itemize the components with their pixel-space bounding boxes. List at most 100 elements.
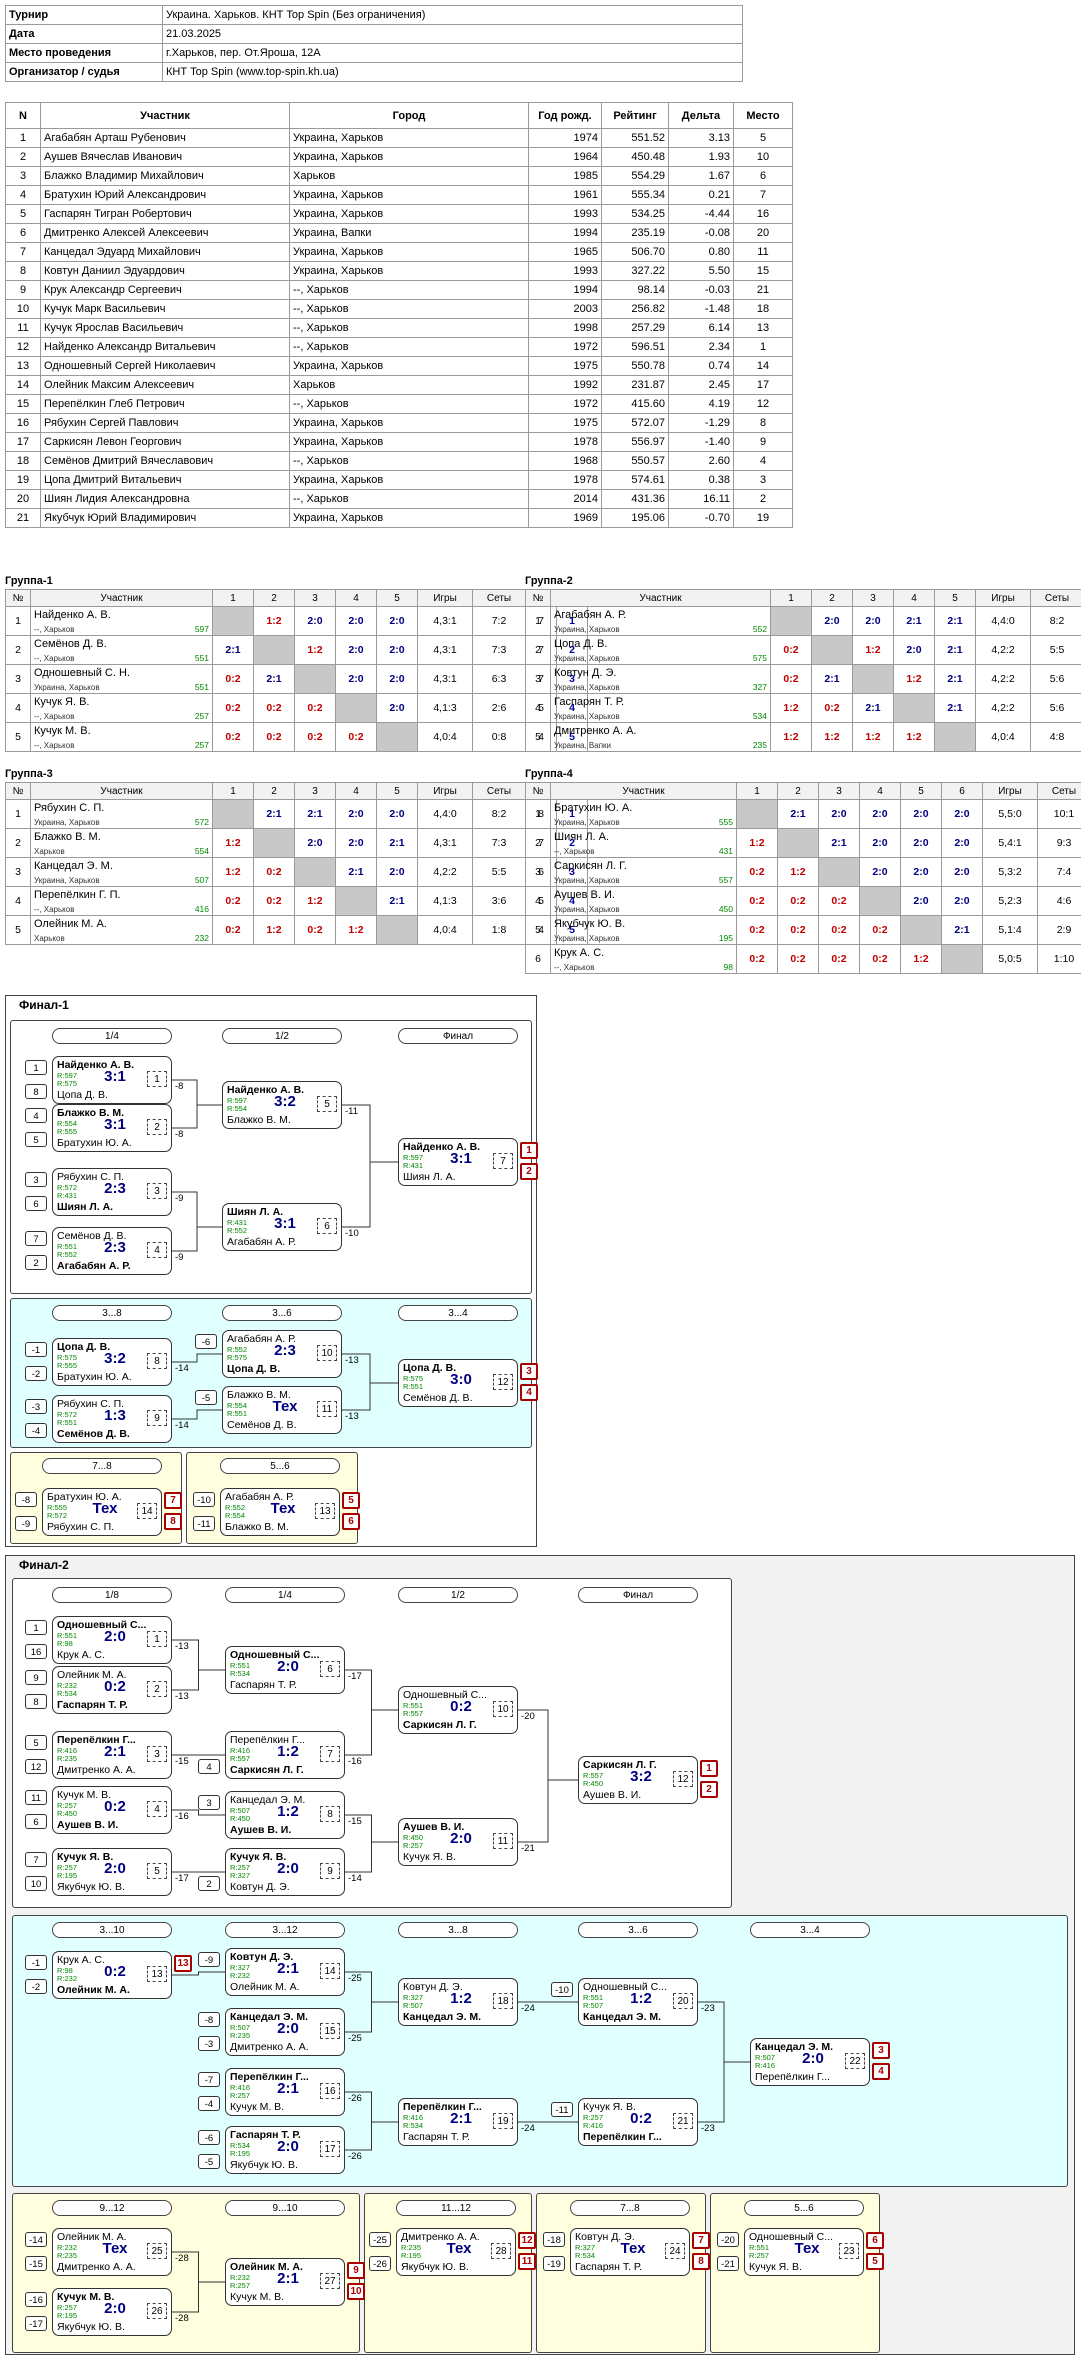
participant-cell: 7	[5, 242, 41, 262]
rating-two: R:450	[230, 1814, 251, 1823]
group-column-header: 1	[736, 782, 778, 800]
participant-cell: Харьков	[289, 166, 529, 186]
player-one: Кучук М. В.	[57, 1789, 112, 1801]
rating-one: R:552	[225, 1503, 246, 1512]
player-two: Олейник М. А.	[230, 1981, 300, 1993]
info-row: Организатор / судья КНТ Top Spin (www.top…	[5, 62, 743, 82]
player-one: Перепёлкин Г...	[57, 1734, 136, 1746]
loser-goes-to: -8	[175, 1129, 184, 1140]
group-column-header: Сеты	[1030, 589, 1081, 607]
group-column-header: Игры	[417, 589, 473, 607]
match-number: 14	[320, 1963, 340, 1979]
participant-cell: -4.44	[668, 204, 734, 224]
group-score: 0:2	[294, 693, 336, 723]
participant-cell: Шиян Лидия Александровна	[40, 489, 290, 509]
final-place: 3	[520, 1363, 538, 1380]
group-row-number: 1	[5, 799, 31, 829]
rating-one: R:416	[403, 2113, 424, 2122]
group-games: 4,4:0	[417, 799, 473, 829]
group-diagonal-cell	[736, 799, 778, 829]
player-two: Саркисян Л. Г.	[230, 1764, 304, 1776]
rating-one: R:257	[57, 2303, 78, 2312]
final-place: 3	[872, 2042, 890, 2059]
match: Одношевный С... R:551 R:557 0:2 Саркисян Л. …	[398, 1686, 518, 1734]
group-score: 2:0	[294, 828, 336, 858]
seed: 1	[25, 1620, 47, 1635]
group-row-number: 3	[5, 664, 31, 694]
match: Семёнов Д. В. R:551 R:552 2:3 Агабабян А. Р.…	[52, 1227, 172, 1275]
loser-goes-to: -8	[175, 1081, 184, 1092]
participant-cell: 2	[733, 489, 793, 509]
rating-two: R:195	[401, 2251, 422, 2260]
participant-cell: 556.97	[601, 432, 669, 452]
seed: 16	[25, 1644, 47, 1659]
info-table: Турнир Украина. Харьков. КНТ Top Spin (Бе…	[5, 5, 743, 82]
participant-cell: 12	[5, 337, 41, 357]
group-row: 5 Дмитренко А. А. Украина, Вапки 235 1:2 1:2 1…	[525, 722, 1081, 752]
participant-cell: Олейник Максим Алексеевич	[40, 375, 290, 395]
group-score: 2:1	[294, 799, 336, 829]
group-games: 4,2:2	[975, 693, 1031, 723]
participant-name: Гаспарян Т. Р.	[554, 696, 625, 708]
rating-two: R:257	[403, 1841, 424, 1850]
participant-cell: 1968	[528, 451, 602, 471]
participant-cell: Украина, Харьков	[289, 185, 529, 205]
group-diagonal-cell	[253, 635, 295, 665]
match-number: 1	[147, 1071, 167, 1087]
player-one: Перепёлкин Г...	[403, 2101, 482, 2113]
group-score: 1:2	[770, 722, 812, 752]
group-score: 2:0	[941, 828, 983, 858]
player-one: Цопа Д. В.	[403, 1362, 457, 1374]
round-header: 1/2	[398, 1587, 518, 1603]
group-participant: Крук А. С. --, Харьков 98	[550, 944, 737, 974]
group-sets: 5:5	[1030, 635, 1081, 665]
group-row: 1 Агабабян А. Р. Украина, Харьков 552 2:0 2:0…	[525, 606, 1081, 636]
group-column-header: 5	[900, 782, 942, 800]
player-two: Аушев В. И.	[230, 1824, 292, 1836]
loser-goes-to: -13	[175, 1641, 189, 1652]
group-score: 2:0	[335, 664, 377, 694]
participant-rating: 554	[194, 846, 209, 856]
group-column-header: 2	[253, 782, 295, 800]
rating-one: R:431	[227, 1218, 248, 1227]
match: Ковтун Д. Э. R:327 R:507 1:2 Канцедал Э. М. 1…	[398, 1978, 518, 2026]
seed: 5	[25, 1735, 47, 1750]
participant-cell: 506.70	[601, 242, 669, 262]
group-score: 2:0	[818, 799, 860, 829]
group-participant: Гаспарян Т. Р. Украина, Харьков 534	[550, 693, 771, 723]
participant-cell: Рябухин Сергей Павлович	[40, 413, 290, 433]
seed: 11	[25, 1790, 47, 1805]
participant-cell: -0.70	[668, 508, 734, 528]
match-number: 10	[493, 1701, 513, 1717]
player-one: Гаспарян Т. Р.	[230, 2129, 301, 2141]
match-score: 3:2	[274, 1093, 296, 1110]
participant-rating: 575	[752, 653, 767, 663]
group-sets: 8:2	[472, 799, 526, 829]
seed: 3	[198, 1795, 220, 1810]
seed: -8	[15, 1492, 37, 1507]
participant-cell: 11	[5, 318, 41, 338]
participant-name: Братухин Ю. А.	[554, 802, 633, 814]
group-title: Группа-1	[5, 575, 53, 587]
participant-cell: 1.93	[668, 147, 734, 167]
rating-one: R:235	[401, 2243, 422, 2252]
group-row: 4 Гаспарян Т. Р. Украина, Харьков 534 1:2 0:2…	[525, 693, 1081, 723]
loser-goes-to: -14	[175, 1363, 189, 1374]
final-place: 10	[347, 2283, 365, 2300]
group-row: 2 Блажко В. М. Харьков 554 1:2 2:0 2:0 2:1 4,3:1…	[5, 828, 588, 858]
player-two: Дмитренко А. А.	[57, 2261, 136, 2273]
loser-goes-to: -23	[701, 2003, 715, 2014]
player-two: Агабабян А. Р.	[227, 1236, 297, 1248]
participant-cell: 2003	[528, 299, 602, 319]
participant-cell: 1985	[528, 166, 602, 186]
player-one: Канцедал Э. М.	[230, 2011, 309, 2023]
seed: 10	[25, 1876, 47, 1891]
participant-cell: 6	[5, 223, 41, 243]
participant-cell: 550.57	[601, 451, 669, 471]
group-score: 1:2	[811, 722, 853, 752]
match-number: 16	[320, 2083, 340, 2099]
participant-cell: 4	[5, 185, 41, 205]
rating-two: R:534	[575, 2251, 596, 2260]
match-score: Тех	[92, 1500, 118, 1517]
match-number: 15	[320, 2023, 340, 2039]
